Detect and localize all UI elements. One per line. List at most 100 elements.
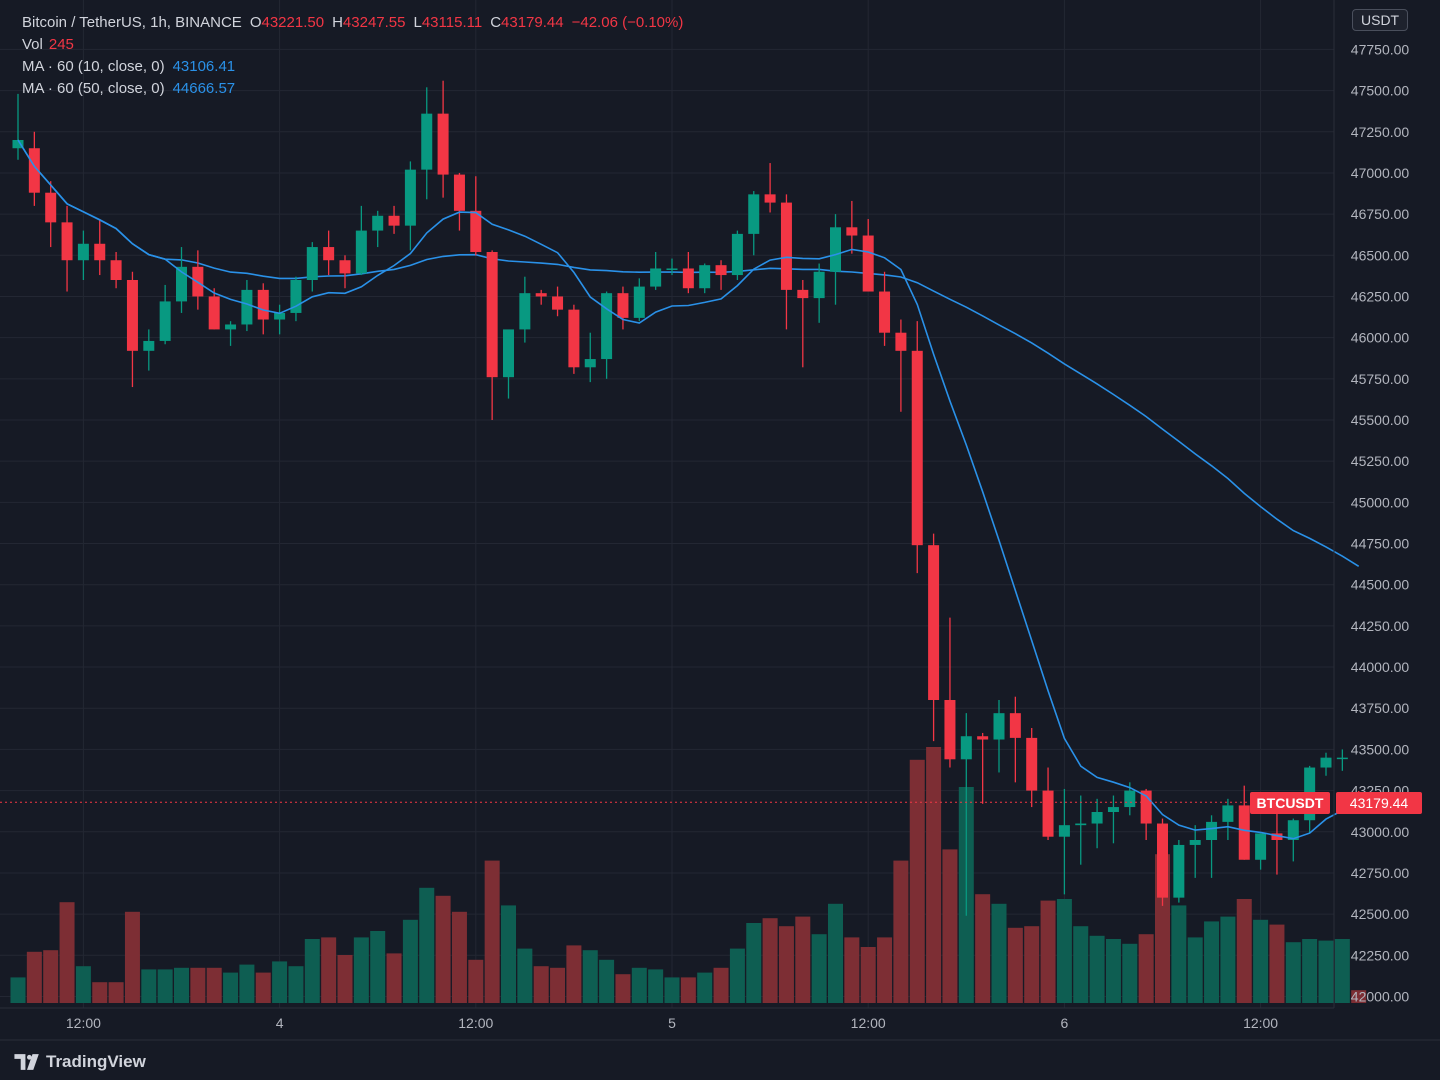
volume-bar — [402, 919, 418, 1003]
y-tick-label: 45500.00 — [1351, 412, 1410, 428]
candle-body — [715, 265, 727, 276]
volume-bar — [844, 937, 860, 1003]
volume-bar — [664, 977, 680, 1003]
volume-bar — [239, 964, 255, 1003]
candle — [617, 286, 629, 330]
legend-ma1-row[interactable]: MA · 60 (10, close, 0) 43106.41 — [22, 56, 691, 78]
candle — [584, 332, 596, 383]
candle-body — [519, 293, 531, 330]
candle-body — [960, 736, 972, 760]
y-tick-label: 46750.00 — [1351, 206, 1410, 222]
volume-bar — [1334, 939, 1350, 1003]
volume-bar — [1171, 905, 1187, 1003]
volume-bar — [451, 911, 467, 1003]
candle — [126, 271, 138, 388]
y-tick-label: 42750.00 — [1351, 865, 1410, 881]
candle-body — [846, 227, 858, 236]
legend-ma2-value: 44666.57 — [172, 80, 236, 97]
y-tick-label: 42000.00 — [1351, 988, 1410, 1004]
candle — [731, 230, 743, 280]
candle-body — [421, 113, 433, 170]
candle — [1140, 788, 1152, 840]
candle-body — [552, 296, 564, 310]
candle — [993, 700, 1005, 773]
y-tick-label: 44000.00 — [1351, 659, 1410, 675]
volume-bar — [255, 972, 271, 1003]
y-tick-label: 43500.00 — [1351, 741, 1410, 757]
candle — [208, 288, 220, 330]
volume-bar — [778, 926, 794, 1003]
candle — [388, 205, 400, 234]
price-axis[interactable]: 47750.00 47500.00 47250.00 47000.00 46750.00… — [1351, 41, 1410, 1004]
candle — [257, 283, 269, 335]
candle-body — [94, 243, 106, 261]
candle-body — [110, 260, 122, 280]
legend-high-label: H — [332, 14, 343, 31]
y-tick-label: 45000.00 — [1351, 494, 1410, 510]
volume-bar — [713, 967, 729, 1003]
candle — [797, 280, 809, 368]
candle — [1238, 785, 1250, 860]
candle — [143, 329, 155, 371]
candle — [77, 230, 89, 280]
legend-ma2-row[interactable]: MA · 60 (50, close, 0) 44666.57 — [22, 78, 691, 100]
volume-bar — [1220, 916, 1236, 1003]
tradingview-logo-text[interactable]: TradingView — [46, 1052, 146, 1071]
volume-bar — [1122, 943, 1138, 1003]
y-tick-label: 43750.00 — [1351, 700, 1410, 716]
candle — [895, 319, 907, 412]
candle-body — [535, 293, 547, 297]
grid — [0, 0, 1334, 1008]
volume-bar — [533, 966, 549, 1003]
candle-body — [977, 736, 989, 740]
volume-bar — [762, 918, 778, 1003]
legend-ohlc-row: Bitcoin / TetherUS, 1h, BINANCE O43221.50… — [22, 12, 691, 34]
volume-bars — [10, 747, 1367, 1003]
legend-change-value: −42.06 (−0.10%) — [571, 14, 684, 31]
legend-volume-row[interactable]: Vol 245 — [22, 34, 691, 56]
candle — [323, 230, 335, 276]
x-tick-label: 12:00 — [1243, 1015, 1278, 1031]
candle-body — [617, 293, 629, 318]
volume-bar — [975, 894, 991, 1003]
candle — [1009, 696, 1021, 783]
volume-bar — [288, 966, 304, 1003]
volume-bar — [746, 923, 762, 1003]
volume-bar — [75, 966, 91, 1003]
candle-body — [1124, 790, 1136, 808]
volume-bar — [828, 903, 843, 1003]
candle-body — [813, 271, 825, 299]
x-tick-label: 5 — [668, 1015, 676, 1031]
volume-bar — [1040, 900, 1056, 1003]
candle-body — [1042, 790, 1054, 837]
candle-body — [1157, 823, 1168, 898]
volume-bar — [1318, 940, 1334, 1003]
volume-bar — [599, 959, 615, 1003]
candle — [830, 214, 841, 305]
y-tick-label: 46250.00 — [1351, 288, 1410, 304]
volume-bar — [1285, 942, 1301, 1003]
candle-body — [323, 247, 335, 261]
legend-symbol-title[interactable]: Bitcoin / TetherUS, 1h, BINANCE — [22, 14, 242, 31]
candle-body — [176, 266, 187, 302]
candle-body — [241, 289, 253, 325]
volume-bar — [1187, 937, 1203, 1003]
ma-10-line — [17, 139, 1359, 840]
currency-badge[interactable]: USDT — [1352, 9, 1409, 31]
volume-bar — [811, 934, 827, 1003]
volume-bar — [517, 948, 533, 1003]
candle-body — [748, 194, 760, 234]
time-axis[interactable]: 12:00 4 12:00 5 12:00 6 12:00 — [66, 1015, 1278, 1031]
volume-bar — [729, 948, 745, 1003]
candle — [1157, 818, 1168, 906]
y-tick-label: 44500.00 — [1351, 577, 1410, 593]
candle-body — [568, 309, 580, 368]
candle-body — [355, 230, 367, 274]
legend-open-value: 43221.50 — [261, 14, 325, 31]
candle — [1075, 795, 1087, 865]
candle — [372, 210, 384, 248]
candle-body — [944, 700, 956, 760]
symbol-tag-label: BTCUSDT — [1257, 795, 1324, 811]
volume-bar — [337, 955, 353, 1003]
